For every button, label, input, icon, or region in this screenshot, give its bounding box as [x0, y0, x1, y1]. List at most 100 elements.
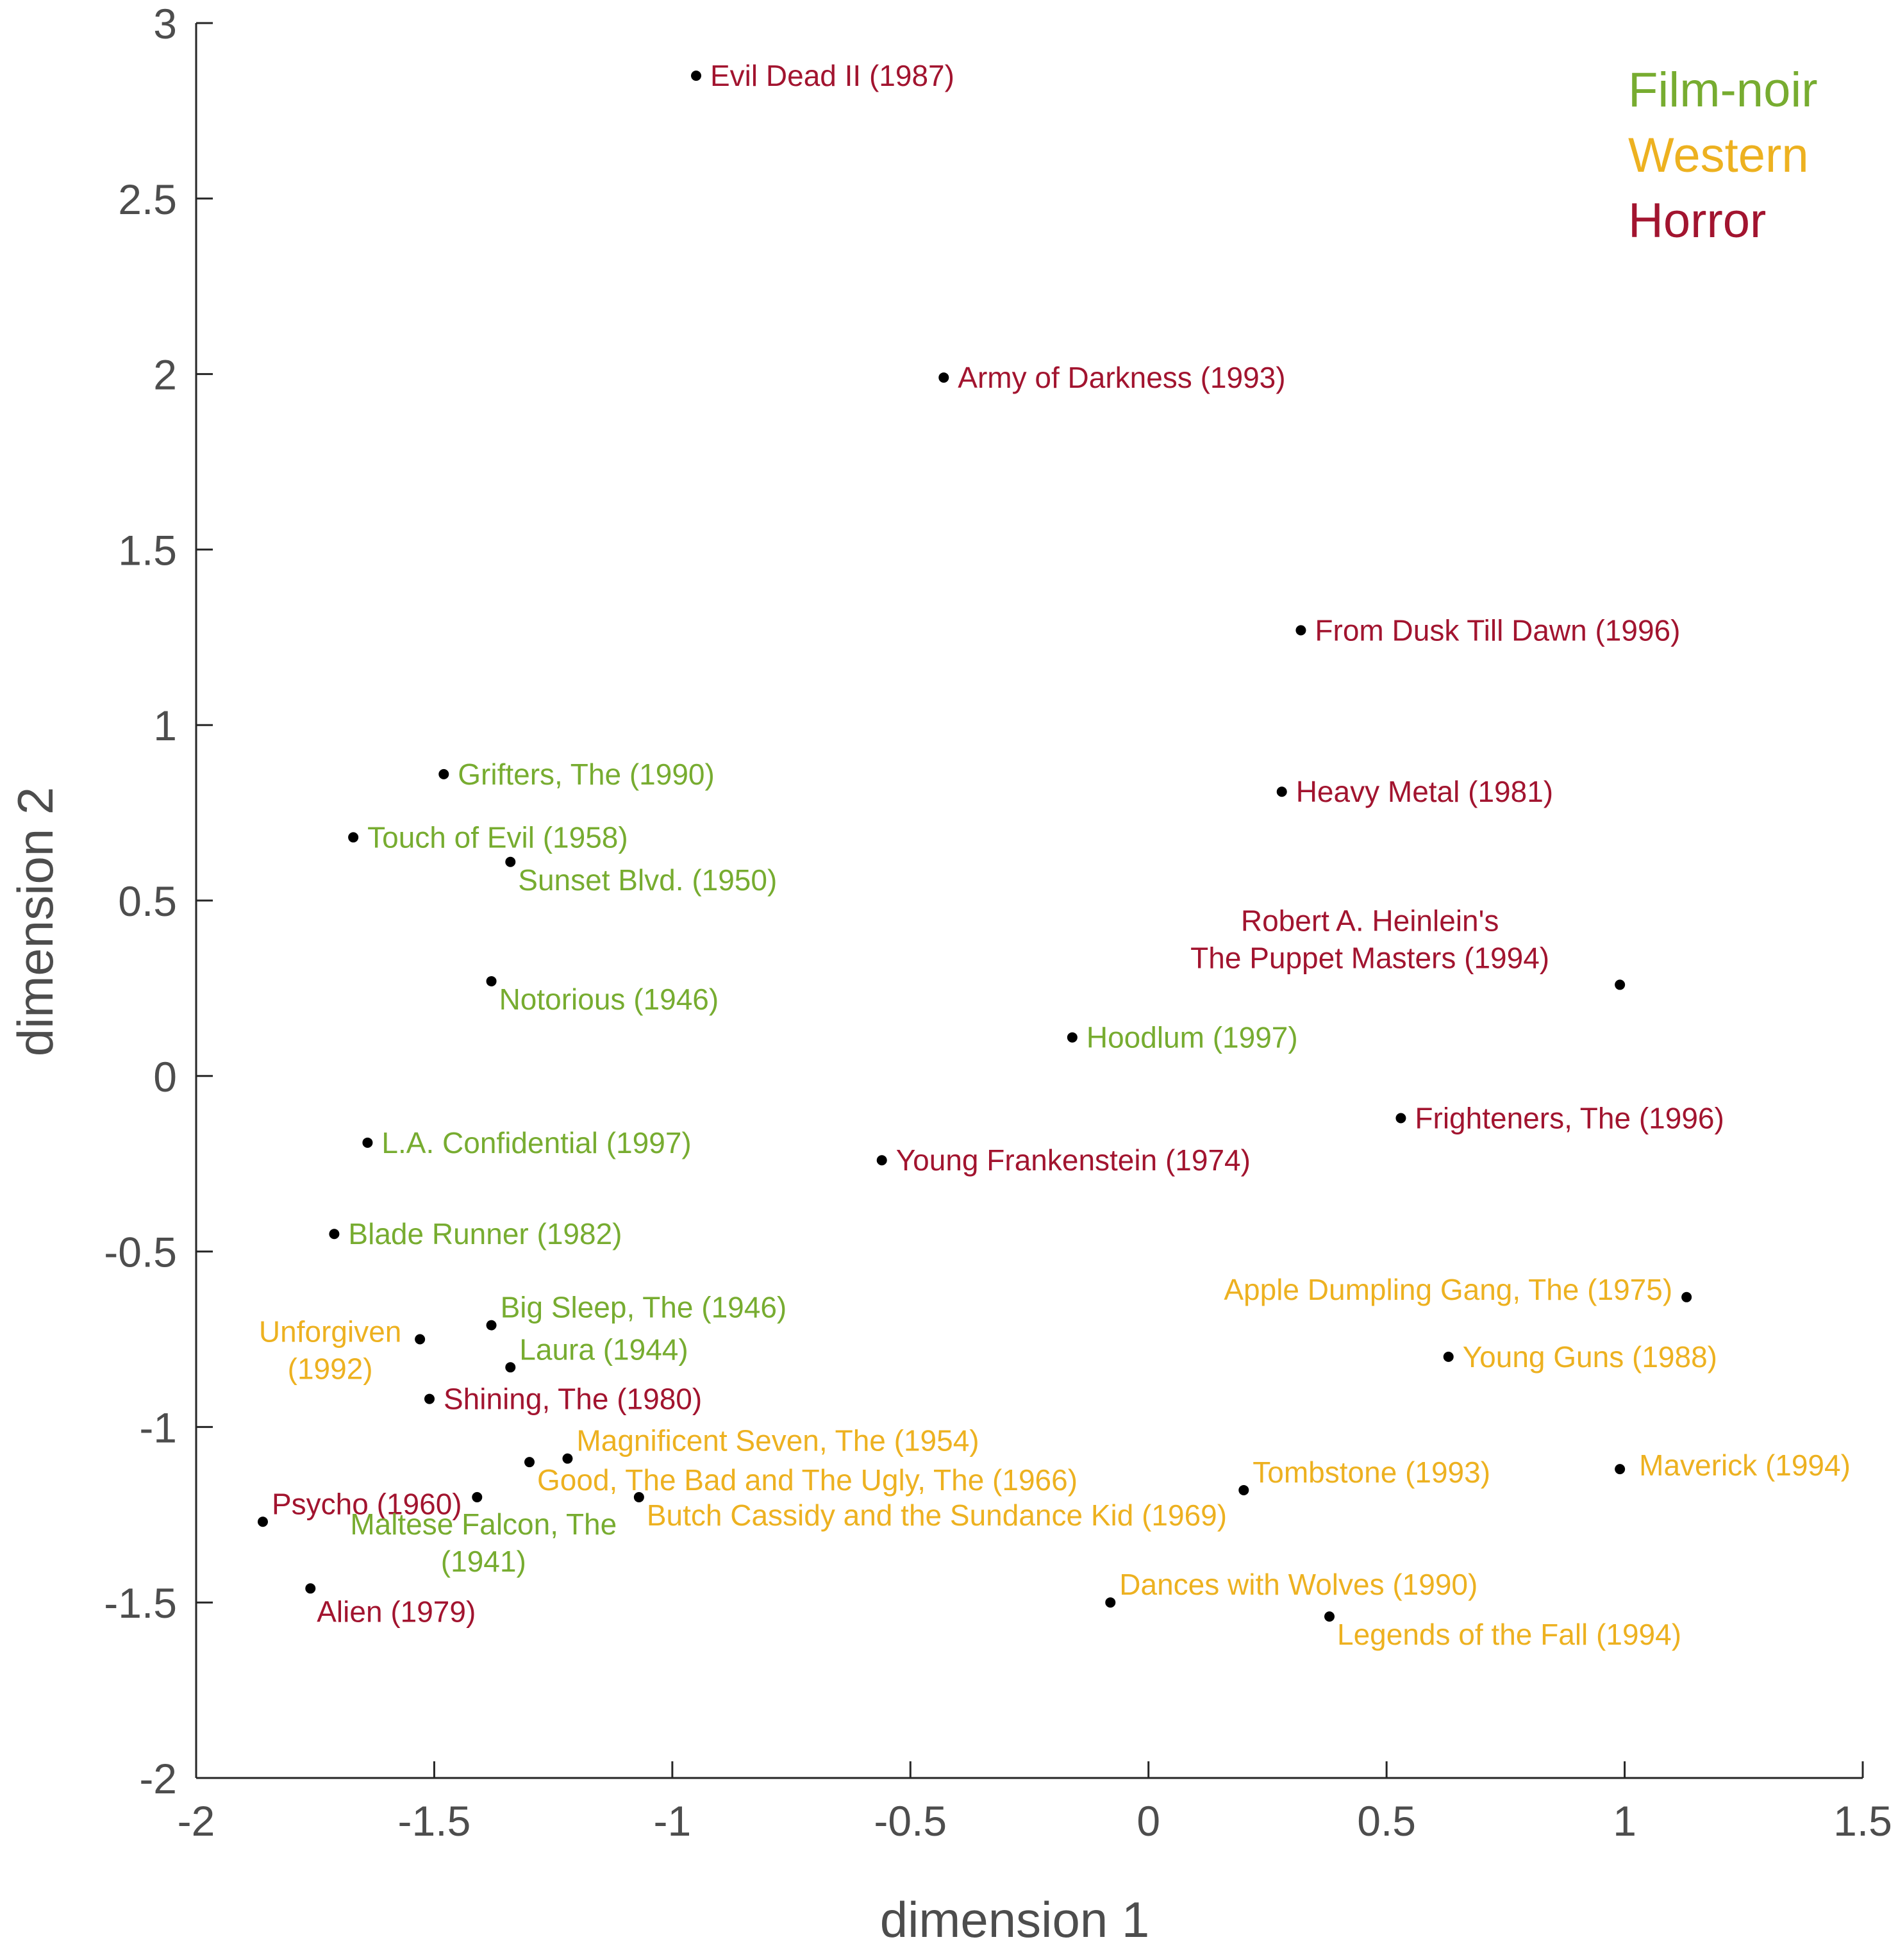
point-label: Touch of Evil (1958): [367, 820, 628, 854]
data-point: [486, 976, 497, 986]
point-label-line: Maltese Falcon, The: [350, 1507, 617, 1541]
x-tick-label: -1.5: [398, 1797, 471, 1845]
data-points: [258, 71, 1692, 1622]
data-point: [258, 1516, 268, 1527]
x-tick-label: 1.5: [1833, 1797, 1892, 1845]
data-point: [633, 1491, 644, 1502]
point-labels: Evil Dead II (1987) Army of Darkness (199…: [259, 59, 1851, 1651]
data-point: [524, 1457, 535, 1468]
point-label: Young Guns (1988): [1463, 1340, 1717, 1374]
data-point: [362, 1137, 373, 1148]
point-label-line: Sunset Blvd. (1950): [518, 863, 777, 897]
point-label-line: Unforgiven: [259, 1315, 401, 1349]
x-tick-label: -1: [654, 1797, 692, 1845]
point-label-line: Young Guns (1988): [1463, 1340, 1717, 1374]
data-point: [691, 71, 701, 81]
x-tick-label: 0.5: [1357, 1797, 1416, 1845]
point-label-line: Butch Cassidy and the Sundance Kid (1969…: [647, 1499, 1227, 1532]
point-label: Army of Darkness (1993): [958, 361, 1285, 394]
y-tick-label: 0: [153, 1053, 177, 1100]
point-label: Notorious (1946): [499, 983, 719, 1016]
data-point: [562, 1453, 573, 1464]
x-tick-label: -0.5: [874, 1797, 947, 1845]
y-tick-label: -2: [139, 1755, 177, 1802]
point-label: Unforgiven (1992): [259, 1315, 401, 1386]
point-label: Grifters, The (1990): [458, 758, 715, 791]
point-label-line: Grifters, The (1990): [458, 758, 715, 791]
data-point: [1615, 979, 1626, 990]
point-label: Sunset Blvd. (1950): [518, 863, 777, 897]
point-label: Magnificent Seven, The (1954): [576, 1424, 979, 1458]
point-label-line: (1992): [288, 1352, 373, 1386]
y-tick-label: 3: [153, 0, 177, 47]
data-point: [1681, 1291, 1692, 1302]
point-label-line: Touch of Evil (1958): [367, 820, 628, 854]
point-label: Big Sleep, The (1946): [501, 1291, 787, 1324]
data-point: [305, 1583, 316, 1594]
legend: Film-noir Western Horror: [1628, 63, 1818, 248]
point-label: Psycho (1960): [272, 1487, 462, 1520]
y-tick-label: 1: [153, 702, 177, 749]
point-label: Blade Runner (1982): [348, 1217, 622, 1250]
data-point: [505, 1362, 516, 1373]
point-label: L.A. Confidential (1997): [381, 1126, 691, 1159]
point-label: Dances with Wolves (1990): [1119, 1568, 1478, 1601]
x-tick-label: -2: [178, 1797, 215, 1845]
y-tick-label: 0.5: [118, 877, 177, 925]
data-point: [876, 1155, 887, 1166]
point-label: Tombstone (1993): [1253, 1456, 1490, 1489]
legend-entry: Western: [1628, 128, 1809, 183]
point-label-line: Army of Darkness (1993): [958, 361, 1285, 394]
data-point: [472, 1491, 483, 1502]
data-point: [938, 372, 949, 383]
point-label-line: Laura (1944): [519, 1333, 688, 1366]
y-tick-label: -0.5: [104, 1229, 177, 1276]
data-point: [1105, 1597, 1116, 1608]
y-tick-label: -1: [139, 1404, 177, 1451]
data-point: [329, 1229, 340, 1240]
point-label-line: Robert A. Heinlein's: [1241, 904, 1499, 937]
point-label-line: Evil Dead II (1987): [710, 59, 954, 92]
data-point: [1443, 1351, 1454, 1362]
point-label: Young Frankenstein (1974): [896, 1143, 1251, 1177]
point-label: Maverick (1994): [1639, 1449, 1851, 1482]
data-point: [438, 768, 449, 779]
point-label-line: From Dusk Till Dawn (1996): [1315, 613, 1680, 647]
y-axis-title: dimension 2: [7, 787, 63, 1057]
data-point: [1295, 625, 1306, 636]
point-label: Butch Cassidy and the Sundance Kid (1969…: [647, 1499, 1227, 1532]
y-tick-label: 2.5: [118, 176, 177, 223]
point-label: Laura (1944): [519, 1333, 688, 1366]
y-tick-label: 1.5: [118, 526, 177, 574]
point-label-line: Apple Dumpling Gang, The (1975): [1224, 1273, 1672, 1306]
point-label: Heavy Metal (1981): [1296, 775, 1553, 808]
point-label: Shining, The (1980): [444, 1383, 702, 1416]
x-tick-label: 0: [1136, 1797, 1160, 1845]
point-label: Good, The Bad and The Ugly, The (1966): [537, 1463, 1078, 1497]
data-point: [486, 1320, 497, 1331]
data-point: [424, 1393, 435, 1404]
point-label-line: Maverick (1994): [1639, 1449, 1851, 1482]
point-label-line: Blade Runner (1982): [348, 1217, 622, 1250]
point-label-line: Dances with Wolves (1990): [1119, 1568, 1478, 1601]
point-label: From Dusk Till Dawn (1996): [1315, 613, 1680, 647]
data-point: [348, 832, 359, 843]
axes: -2 -1.5 -1 -0.5 0 0.5 1 1.5 -2 -1.5 -1 -0.5 0 0.5 1 1.5…: [104, 0, 1892, 1845]
point-label-line: The Puppet Masters (1994): [1190, 941, 1549, 974]
data-point: [1615, 1464, 1626, 1475]
x-axis-title: dimension 1: [880, 1891, 1150, 1948]
point-label-line: Big Sleep, The (1946): [501, 1291, 787, 1324]
data-point: [505, 856, 516, 867]
point-label: Maltese Falcon, The (1941): [350, 1507, 617, 1578]
data-point: [1395, 1113, 1406, 1124]
point-label: Legends of the Fall (1994): [1337, 1618, 1681, 1651]
point-label-line: L.A. Confidential (1997): [381, 1126, 691, 1159]
point-label-line: Shining, The (1980): [444, 1383, 702, 1416]
data-point: [1324, 1611, 1335, 1622]
point-label-line: Tombstone (1993): [1253, 1456, 1490, 1489]
data-point: [415, 1334, 426, 1345]
point-label-line: Magnificent Seven, The (1954): [576, 1424, 979, 1458]
point-label-line: Young Frankenstein (1974): [896, 1143, 1251, 1177]
